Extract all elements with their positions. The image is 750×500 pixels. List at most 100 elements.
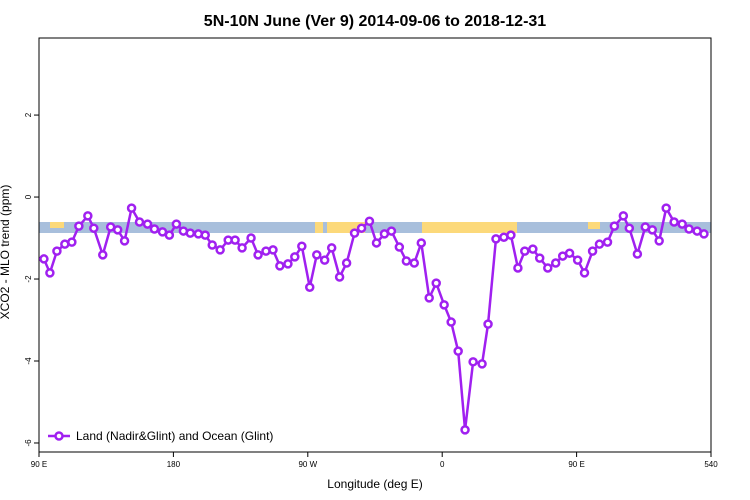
data-point xyxy=(246,233,256,243)
data-point xyxy=(491,234,501,244)
data-point xyxy=(83,211,93,221)
map-strip xyxy=(39,222,711,233)
x-tick-label: 540 xyxy=(704,460,718,469)
data-point xyxy=(386,226,397,236)
data-point xyxy=(200,230,210,240)
data-point xyxy=(297,241,307,251)
data-point xyxy=(439,300,449,310)
data-point xyxy=(647,225,658,235)
data-point xyxy=(149,224,160,234)
data-point xyxy=(283,259,293,269)
y-tick-label: -4 xyxy=(24,357,33,365)
land-patch xyxy=(327,222,365,233)
data-point xyxy=(253,250,263,260)
data-point xyxy=(654,236,664,246)
data-point xyxy=(52,246,62,256)
data-point xyxy=(171,219,182,229)
data-point xyxy=(230,235,240,245)
data-point xyxy=(134,217,145,227)
data-point xyxy=(304,282,315,292)
data-point xyxy=(312,250,322,260)
y-tick-label: 2 xyxy=(24,112,33,117)
data-point xyxy=(534,253,545,263)
data-point xyxy=(460,425,470,435)
data-point xyxy=(89,223,99,233)
data-point xyxy=(528,244,538,254)
x-tick-label: 90 E xyxy=(568,460,584,469)
data-point xyxy=(587,246,598,256)
data-point xyxy=(477,359,487,369)
data-point xyxy=(550,258,561,268)
y-tick-label: -6 xyxy=(24,439,33,447)
data-point xyxy=(98,250,108,260)
data-point xyxy=(356,223,367,233)
x-tick-label: 0 xyxy=(440,460,445,469)
data-point xyxy=(142,219,153,229)
x-tick-label: 90 E xyxy=(31,460,47,469)
data-point xyxy=(446,317,456,327)
land-patch xyxy=(588,222,600,229)
plot-frame xyxy=(38,37,712,453)
data-point xyxy=(513,263,523,273)
data-point xyxy=(39,254,49,264)
data-point xyxy=(326,243,337,253)
data-point xyxy=(416,238,427,248)
y-tick-label: 0 xyxy=(24,194,33,199)
data-point xyxy=(453,346,463,356)
data-point xyxy=(424,293,434,303)
data-point xyxy=(364,216,375,226)
data-point xyxy=(119,236,130,246)
data-point xyxy=(268,245,278,255)
legend-marker xyxy=(54,431,64,441)
x-axis-label: Longitude (deg E) xyxy=(327,477,422,491)
data-point xyxy=(290,252,300,262)
ocean-band xyxy=(39,222,711,233)
data-point xyxy=(401,256,412,266)
data-point xyxy=(699,229,709,239)
data-point xyxy=(207,240,217,250)
data-point xyxy=(371,238,382,248)
data-point xyxy=(594,239,605,249)
data-point xyxy=(609,221,620,231)
data-point xyxy=(409,258,420,268)
data-point xyxy=(572,255,583,265)
data-point xyxy=(349,228,360,238)
data-point xyxy=(319,255,330,265)
y-tick-label: -2 xyxy=(24,275,33,283)
data-point xyxy=(394,242,405,252)
data-point xyxy=(74,221,84,231)
data-point xyxy=(669,217,679,227)
data-point xyxy=(215,245,225,255)
data-point xyxy=(483,319,493,329)
data-point xyxy=(112,225,123,235)
data-point xyxy=(126,203,137,213)
y-axis-label: XCO2 - MLO trend (ppm) xyxy=(0,185,12,320)
legend-label: Land (Nadir&Glint) and Ocean (Glint) xyxy=(76,429,273,443)
land-patch xyxy=(50,222,64,228)
chart-title: 5N-10N June (Ver 9) 2014-09-06 to 2018-1… xyxy=(204,13,547,30)
data-point xyxy=(468,357,478,367)
data-point xyxy=(564,248,575,258)
x-tick-label: 90 W xyxy=(298,460,317,469)
data-point xyxy=(520,246,530,256)
data-point xyxy=(677,219,687,229)
data-point xyxy=(618,211,629,221)
data-point xyxy=(632,249,643,259)
land-patch xyxy=(422,222,517,233)
land-patch xyxy=(315,222,323,233)
data-point xyxy=(624,223,635,233)
data-point xyxy=(506,230,516,240)
data-point xyxy=(684,224,694,234)
data-point xyxy=(275,261,285,271)
data-point xyxy=(431,278,441,288)
data-point xyxy=(543,263,553,273)
data-point xyxy=(185,228,196,238)
data-point xyxy=(579,268,590,278)
data-point xyxy=(164,230,175,240)
data-point xyxy=(45,268,55,278)
x-tick-label: 180 xyxy=(167,460,181,469)
data-point xyxy=(237,243,247,253)
data-point xyxy=(602,237,613,247)
data-point xyxy=(334,272,345,282)
